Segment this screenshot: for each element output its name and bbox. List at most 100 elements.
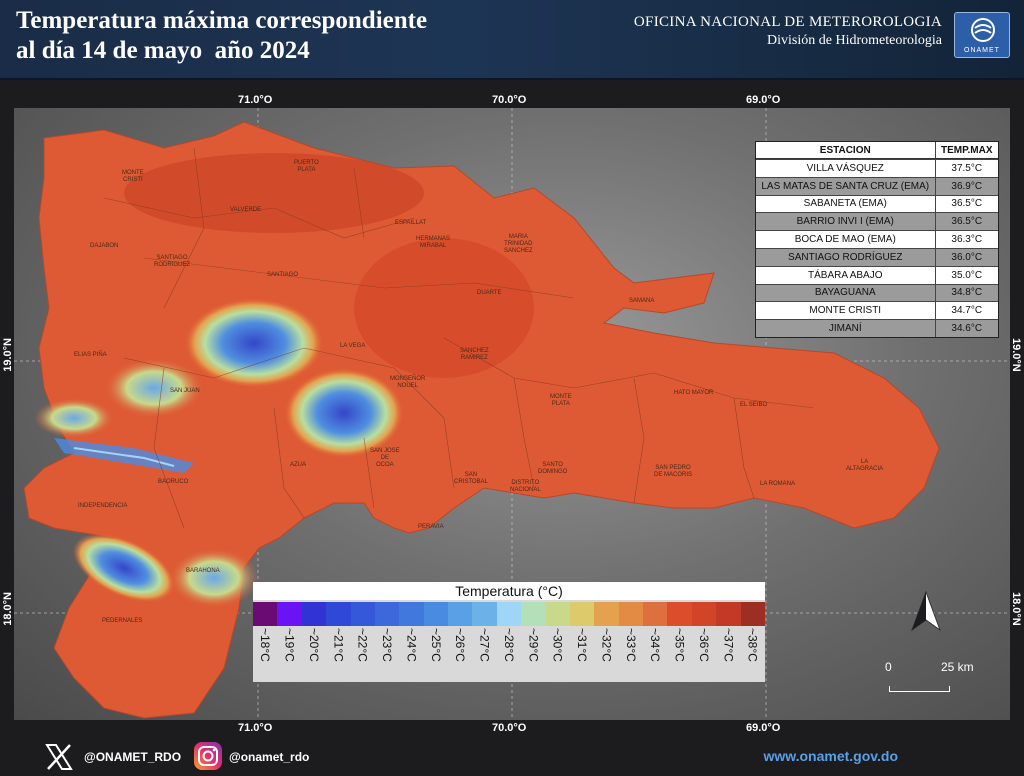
station-name: SABANETA (EMA) xyxy=(803,198,887,210)
legend-label-text: ~32°C xyxy=(599,628,614,662)
legend-label-text: ~25°C xyxy=(428,628,443,662)
province-label: SAN CRISTOBAL xyxy=(454,472,488,485)
province-label: ESPAILLAT xyxy=(395,220,427,226)
station-temp: 34.7°C xyxy=(934,302,998,320)
province-label: DISTRITO NACIONAL xyxy=(510,480,541,493)
land-mass xyxy=(23,121,940,719)
province-label: PERAVIA xyxy=(418,524,444,530)
province-label: VALVERDE xyxy=(230,207,262,213)
legend-swatch xyxy=(301,602,327,626)
longitude-label: 69.0°O xyxy=(746,722,781,734)
legend-label: ~37°C xyxy=(716,626,740,682)
x-logo-icon[interactable] xyxy=(44,742,74,772)
legend-swatch xyxy=(277,602,302,626)
map-title: Temperatura máxima correspondiente al dí… xyxy=(16,7,428,64)
organization-block: OFICINA NACIONAL DE METEROROLOGIA Divisi… xyxy=(634,14,942,49)
temperature-map xyxy=(14,108,1010,720)
longitude-label: 70.0°O xyxy=(492,722,527,734)
legend-label: ~25°C xyxy=(424,626,448,682)
province-label: MONTE PLATA xyxy=(550,394,572,407)
legend-swatch xyxy=(448,602,473,626)
table-row: JIMANÍ 34.6°C xyxy=(756,319,998,337)
legend-label: ~21°C xyxy=(326,626,350,682)
station-name: TÁBARA ABAJO xyxy=(808,269,883,281)
province-label: PEDERNALES xyxy=(102,618,143,624)
province-label: PUERTO PLATA xyxy=(294,160,319,173)
legend-swatch xyxy=(399,602,424,626)
legend-labels: ~18°C ~19°C ~20°C ~21°C ~22°C ~23°C ~24°C ~25°C… xyxy=(253,626,765,682)
legend-label-text: ~29°C xyxy=(526,628,541,662)
province-label: MARIA TRINIDAD SANCHEZ xyxy=(504,234,533,254)
legend-label: ~26°C xyxy=(448,626,472,682)
instagram-handle[interactable]: @onamet_rdo xyxy=(229,750,310,764)
header-banner: Temperatura máxima correspondiente al dí… xyxy=(0,0,1024,80)
legend-swatch xyxy=(691,602,717,626)
province-label: SANTO DOMINGO xyxy=(538,462,568,475)
legend-swatch xyxy=(472,602,497,626)
station-name: BARRIO INVI I (EMA) xyxy=(796,216,894,228)
legend-label-text: ~37°C xyxy=(721,628,736,662)
website-link[interactable]: www.onamet.gov.do xyxy=(763,748,898,764)
legend-swatch xyxy=(545,602,570,626)
legend-label-text: ~20°C xyxy=(306,628,321,662)
station-name: SANTIAGO RODRÍGUEZ xyxy=(788,251,903,263)
longitude-label: 70.0°O xyxy=(492,94,527,106)
legend-label: ~22°C xyxy=(351,626,375,682)
instagram-logo-icon[interactable] xyxy=(192,740,224,772)
province-label: DUARTE xyxy=(477,290,502,296)
legend-swatch xyxy=(423,602,448,626)
legend-swatch xyxy=(716,602,741,626)
legend-swatch xyxy=(350,602,375,626)
legend-label-text: ~27°C xyxy=(477,628,492,662)
station-temp: 36.5°C xyxy=(934,195,998,213)
legend-title: Temperatura (°C) xyxy=(253,582,765,600)
legend-label-text: ~26°C xyxy=(453,628,468,662)
legend-label: ~34°C xyxy=(643,626,667,682)
legend-label: ~18°C xyxy=(253,626,277,682)
legend-swatch xyxy=(496,602,522,626)
latitude-label: 19.0°N xyxy=(2,338,14,372)
table-row: SABANETA (EMA) 36.5°C xyxy=(756,194,998,213)
legend-swatches xyxy=(253,602,765,626)
scale-bar xyxy=(889,686,950,692)
legend-label-text: ~30°C xyxy=(550,628,565,662)
table-row: VILLA VÁSQUEZ 37.5°C xyxy=(756,159,998,177)
legend-swatch xyxy=(326,602,351,626)
station-temp: 36.9°C xyxy=(934,177,998,195)
legend-label: ~29°C xyxy=(521,626,545,682)
longitude-label: 71.0°O xyxy=(238,94,273,106)
x-handle[interactable]: @ONAMET_RDO xyxy=(84,750,182,764)
province-label: LA VEGA xyxy=(340,343,366,349)
legend-label: ~30°C xyxy=(546,626,570,682)
station-temp: 37.5°C xyxy=(934,160,998,177)
latitude-label: 18.0°N xyxy=(2,592,14,626)
organization-division: División de Hidrometeorologia xyxy=(767,33,942,48)
station-temp: 34.8°C xyxy=(934,284,998,302)
legend-swatch xyxy=(253,602,278,626)
longitude-label: 69.0°O xyxy=(746,94,781,106)
station-name: LAS MATAS DE SANTA CRUZ (EMA) xyxy=(761,180,930,192)
legend-label: ~35°C xyxy=(667,626,691,682)
temperature-legend: Temperatura (°C) ~18°C ~19°C ~20°C ~21°C ~22… xyxy=(253,582,765,682)
legend-label-text: ~23°C xyxy=(380,628,395,662)
station-temp: 35.0°C xyxy=(934,266,998,284)
province-label: SAN JOSE DE OCOA xyxy=(370,448,400,468)
province-label: HATO MAYOR xyxy=(674,390,714,396)
legend-label: ~24°C xyxy=(399,626,423,682)
station-temp: 34.6°C xyxy=(934,320,998,337)
legend-label-text: ~34°C xyxy=(648,628,663,662)
north-arrow-icon xyxy=(908,590,944,639)
table-row: BARRIO INVI I (EMA) 36.5°C xyxy=(756,212,998,231)
longitude-label: 71.0°O xyxy=(238,722,273,734)
legend-swatch xyxy=(569,602,595,626)
station-name: MONTE CRISTI xyxy=(809,305,882,317)
province-label: HERMANAS MIRABAL xyxy=(416,236,451,249)
station-temp: 36.5°C xyxy=(934,213,998,231)
legend-label-text: ~19°C xyxy=(282,628,297,662)
legend-label: ~31°C xyxy=(570,626,594,682)
province-label: SANTIAGO xyxy=(267,272,299,278)
legend-label-text: ~38°C xyxy=(745,628,760,662)
station-name: BAYAGUANA xyxy=(814,287,876,299)
column-header-temp: TEMP.MAX xyxy=(934,142,998,158)
province-label: DAJABON xyxy=(90,243,119,249)
